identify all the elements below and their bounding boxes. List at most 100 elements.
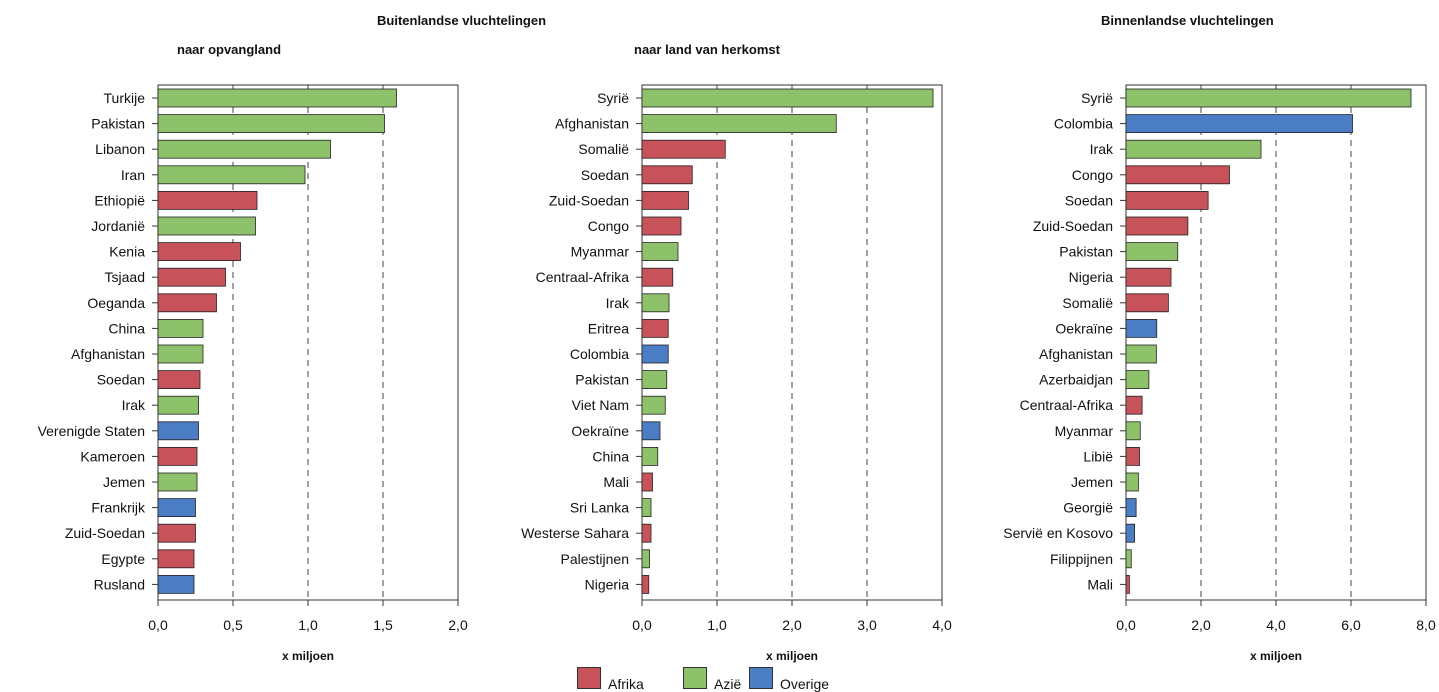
x-tick-label: 0,0 (148, 617, 168, 633)
category-label: Nigeria (585, 576, 630, 592)
bar (157, 446, 198, 466)
bar (1125, 421, 1141, 441)
category-label: Nigeria (1069, 269, 1114, 285)
category-label: Congo (1072, 167, 1113, 183)
category-label: Palestijnen (561, 551, 630, 567)
bar (157, 344, 204, 364)
category-label: Somalië (1062, 295, 1113, 311)
bar (1125, 498, 1137, 518)
category-label: Jemen (103, 474, 145, 490)
bar (157, 242, 241, 262)
legend-label-azie: Azië (714, 676, 742, 692)
bar (157, 88, 397, 108)
bar (641, 139, 726, 159)
bar (641, 190, 689, 210)
x-tick-label: 4,0 (1266, 617, 1286, 633)
bar (1125, 242, 1179, 262)
category-label: Somalië (578, 141, 629, 157)
bar (1125, 88, 1412, 108)
category-label: Westerse Sahara (521, 525, 629, 541)
bar (641, 344, 669, 364)
category-label: Eritrea (588, 320, 629, 336)
category-label: Soedan (1065, 192, 1113, 208)
category-label: Egypte (101, 551, 145, 567)
category-label: Pakistan (91, 116, 145, 132)
x-tick-label: 6,0 (1341, 617, 1361, 633)
bar (641, 523, 652, 543)
category-label: Irak (1090, 141, 1114, 157)
category-label: Syrië (1081, 90, 1113, 106)
category-label: Filippijnen (1050, 551, 1113, 567)
category-label: Libanon (95, 141, 145, 157)
category-label: Azerbaidjan (1039, 372, 1113, 388)
category-label: Myanmar (1055, 423, 1114, 439)
bar (1125, 344, 1157, 364)
bar (641, 293, 670, 313)
bar-charts: Turkije Pakistan Libanon Iran Ethiopië Jordan… (38, 84, 1436, 663)
chart-title-foreign-refugees: Buitenlandse vluchtelingen (377, 13, 547, 28)
category-label: Soedan (97, 372, 145, 388)
bar (1125, 267, 1172, 287)
bar (641, 498, 652, 518)
bar (157, 165, 306, 185)
bar (157, 498, 196, 518)
category-label: Zuid-Soedan (65, 525, 145, 541)
bar (641, 267, 674, 287)
category-label: Mali (1087, 576, 1113, 592)
legend-swatch-azie (683, 667, 707, 689)
category-label: Jemen (1071, 474, 1113, 490)
bar (157, 549, 195, 569)
bar (157, 114, 385, 133)
bar (157, 472, 198, 492)
category-label: Afghanistan (71, 346, 145, 362)
bar (1125, 216, 1189, 236)
category-label: Irak (606, 295, 630, 311)
bar (1125, 165, 1230, 185)
category-label: Pakistan (1059, 244, 1113, 260)
legend-swatch-afrika (577, 667, 601, 689)
legend-label-overige: Overige (780, 676, 830, 692)
category-label: Rusland (94, 576, 145, 592)
category-label: Congo (588, 218, 629, 234)
bar (1125, 318, 1158, 338)
bar (641, 472, 653, 492)
x-tick-label: 4,0 (932, 617, 952, 633)
bar (641, 421, 661, 441)
bar (157, 216, 256, 236)
category-label: China (592, 448, 629, 464)
chart-panel-origin-country: Syrië Afghanistan Somalië Soedan Zuid-Soedan… (521, 84, 952, 663)
category-label: Georgië (1063, 500, 1113, 516)
x-tick-label: 2,0 (1191, 617, 1211, 633)
category-label: Viet Nam (572, 397, 629, 413)
bar (157, 139, 331, 159)
bar (157, 395, 199, 415)
category-label: Jordanië (91, 218, 145, 234)
category-label: Iran (121, 167, 145, 183)
category-label: Irak (122, 397, 146, 413)
chart-panel-internal: Syrië Colombia Irak Congo Soedan Zuid-Soedan P… (1003, 84, 1436, 663)
category-label: Syrië (597, 90, 629, 106)
category-label: Mali (603, 474, 629, 490)
category-label: Zuid-Soedan (1033, 218, 1113, 234)
category-label: Centraal-Afrika (536, 269, 630, 285)
category-label: Kenia (109, 244, 145, 260)
category-label: Afghanistan (1039, 346, 1113, 362)
x-tick-label: 1,0 (298, 617, 318, 633)
legend-label-afrika: Afrika (608, 676, 644, 692)
bar (1125, 139, 1262, 159)
bar (1125, 446, 1140, 466)
x-tick-label: 1,5 (373, 617, 393, 633)
bar (157, 370, 201, 390)
subtitle-by-host-country: naar opvangland (177, 42, 282, 57)
bar (641, 216, 682, 236)
bar (157, 523, 196, 543)
bar (1125, 293, 1169, 313)
x-tick-label: 0,0 (632, 617, 652, 633)
bar (1125, 472, 1139, 492)
category-label: China (108, 320, 145, 336)
category-label: Centraal-Afrika (1020, 397, 1114, 413)
x-axis-label: x miljoen (766, 649, 818, 663)
category-label: Colombia (1054, 116, 1113, 132)
category-label: Colombia (570, 346, 629, 362)
category-label: Kameroen (80, 448, 145, 464)
